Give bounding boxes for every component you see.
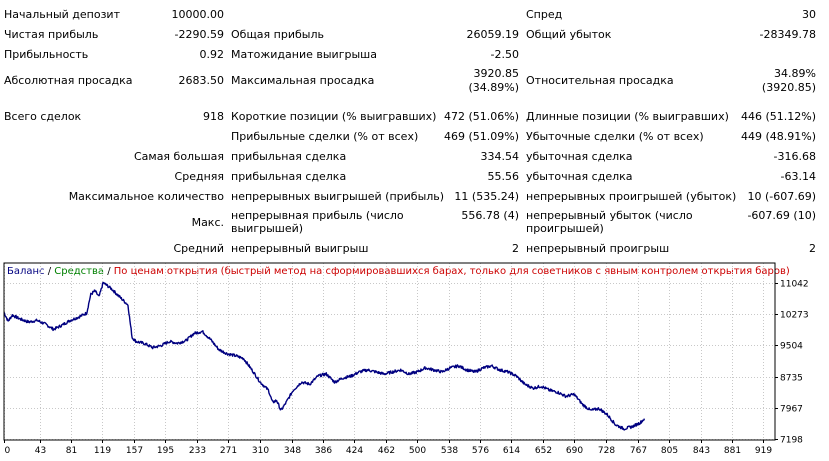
y-tick-label: 7198 <box>780 436 803 446</box>
max-consecutive-losses-value: 10 (-607.69) <box>747 190 816 203</box>
max-drawdown-percent: (34.89%) <box>468 81 519 94</box>
x-tick-label: 462 <box>378 446 395 456</box>
net-profit-label: Чистая прибыль <box>4 28 99 41</box>
average-profit-value: 55.56 <box>487 170 520 183</box>
x-tick-label: 652 <box>535 446 552 456</box>
gross-profit-label: Общая прибыль <box>231 28 324 41</box>
initial-deposit-value: 10000.00 <box>171 8 225 21</box>
profit-trades-label: Прибыльные сделки (% от всех) <box>231 130 419 143</box>
short-positions-label: Короткие позиции (% выигравших) <box>231 110 437 123</box>
max-consecutive-profit-value: 556.78 (4) <box>461 209 519 222</box>
max-label: Макс. <box>191 216 224 229</box>
long-positions-value: 446 (51.12%) <box>740 110 816 123</box>
abs-drawdown-label: Абсолютная просадка <box>4 74 133 87</box>
initial-deposit-label: Начальный депозит <box>4 8 120 21</box>
x-tick-label: 157 <box>126 446 143 456</box>
x-tick-label: 767 <box>630 446 647 456</box>
average-consecutive-label: Средний <box>173 242 224 255</box>
largest-profit-value: 334.54 <box>480 150 520 163</box>
max-consecutive-profit-label: непрерывная прибыль (число выигрышей) <box>231 209 404 235</box>
average-loss-value: -63.14 <box>780 170 816 183</box>
chart-legend: Баланс / Средства / По ценам открытия (б… <box>7 266 790 277</box>
y-tick-label: 11042 <box>780 280 809 290</box>
average-consecutive-losses-value: 2 <box>809 242 816 255</box>
y-tick-label: 8735 <box>780 374 803 384</box>
balance-series-line <box>3 281 646 431</box>
loss-trades-label: Убыточные сделки (% от всех) <box>526 130 704 143</box>
legend-balance: Баланс <box>7 266 45 277</box>
x-tick-label: 424 <box>346 446 363 456</box>
balance-chart: Баланс / Средства / По ценам открытия (б… <box>0 262 829 461</box>
average-consecutive-wins-value: 2 <box>512 242 519 255</box>
x-tick-label: 195 <box>157 446 174 456</box>
x-tick-label: 81 <box>66 446 77 456</box>
rel-drawdown-percent: 34.89% <box>774 67 816 80</box>
y-tick-label: 9504 <box>780 342 803 352</box>
legend-separator: / <box>45 266 55 277</box>
x-tick-label: 576 <box>472 446 489 456</box>
x-tick-label: 805 <box>661 446 678 456</box>
x-tick-label: 843 <box>693 446 710 456</box>
x-tick-label: 233 <box>189 446 206 456</box>
long-positions-label: Длинные позиции (% выигравших) <box>526 110 729 123</box>
expected-payoff-value: -2.50 <box>490 48 519 61</box>
rel-drawdown-value: (3920.85) <box>761 81 816 94</box>
average-profit-label: прибыльная сделка <box>231 170 347 183</box>
x-tick-label: 500 <box>409 446 426 456</box>
x-tick-label: 43 <box>35 446 46 456</box>
short-positions-value: 472 (51.06%) <box>443 110 519 123</box>
profit-trades-value: 469 (51.09%) <box>443 130 519 143</box>
net-profit-value: -2290.59 <box>174 28 224 41</box>
average-label: Средняя <box>174 170 224 183</box>
x-tick-label: 881 <box>724 446 741 456</box>
spread-value: 30 <box>802 8 816 21</box>
average-loss-label: убыточная сделка <box>526 170 633 183</box>
total-trades-label: Всего сделок <box>4 110 82 123</box>
gross-loss-label: Общий убыток <box>526 28 612 41</box>
x-tick-label: 614 <box>503 446 520 456</box>
max-consecutive-label: Максимальное количество <box>68 190 224 203</box>
total-trades-value: 918 <box>203 110 224 123</box>
legend-mode: По ценам открытия (быстрый метод на сфор… <box>114 266 790 277</box>
largest-loss-label: убыточная сделка <box>526 150 633 163</box>
x-tick-label: 919 <box>755 446 772 456</box>
x-tick-label: 690 <box>566 446 583 456</box>
y-tick-label: 7967 <box>780 405 803 415</box>
profit-factor-label: Прибыльность <box>4 48 89 61</box>
x-tick-label: 310 <box>252 446 269 456</box>
profit-factor-value: 0.92 <box>199 48 225 61</box>
abs-drawdown-value: 2683.50 <box>178 74 225 87</box>
x-tick-label: 119 <box>94 446 111 456</box>
max-consecutive-loss-value: -607.69 (10) <box>747 209 816 222</box>
gross-loss-value: -28349.78 <box>759 28 816 41</box>
max-consecutive-wins-value: 11 (535.24) <box>454 190 519 203</box>
max-consecutive-loss-label: непрерывный убыток (число проигрышей) <box>526 209 693 235</box>
gross-profit-value: 26059.19 <box>466 28 520 41</box>
average-consecutive-losses-label: непрерывный проигрыш <box>526 242 670 255</box>
spread-label: Спред <box>526 8 563 21</box>
report-summary: Начальный депозит 10000.00 Спред 30 Чист… <box>4 8 816 255</box>
loss-trades-value: 449 (48.91%) <box>740 130 816 143</box>
max-consecutive-wins-label: непрерывных выигрышей (прибыль) <box>231 190 445 203</box>
plot-frame <box>3 262 776 441</box>
max-drawdown-label: Максимальная просадка <box>231 74 375 87</box>
x-tick-label: 386 <box>315 446 332 456</box>
x-tick-label: 538 <box>441 446 458 456</box>
largest-label: Самая большая <box>133 150 224 163</box>
largest-profit-label: прибыльная сделка <box>231 150 347 163</box>
rel-drawdown-label: Относительная просадка <box>526 74 674 87</box>
x-tick-label: 0 <box>5 446 11 456</box>
largest-loss-value: -316.68 <box>773 150 816 163</box>
expected-payoff-label: Матожидание выигрыша <box>231 48 377 61</box>
legend-separator: / <box>104 266 114 277</box>
average-consecutive-wins-label: непрерывный выигрыш <box>231 242 369 255</box>
max-consecutive-losses-label: непрерывных проигрышей (убыток) <box>526 190 737 203</box>
legend-equity: Средства <box>54 266 104 277</box>
x-tick-label: 271 <box>220 446 237 456</box>
x-tick-label: 728 <box>598 446 615 456</box>
y-tick-label: 10273 <box>780 311 809 321</box>
x-tick-label: 348 <box>284 446 301 456</box>
max-drawdown-value: 3920.85 <box>473 67 520 80</box>
